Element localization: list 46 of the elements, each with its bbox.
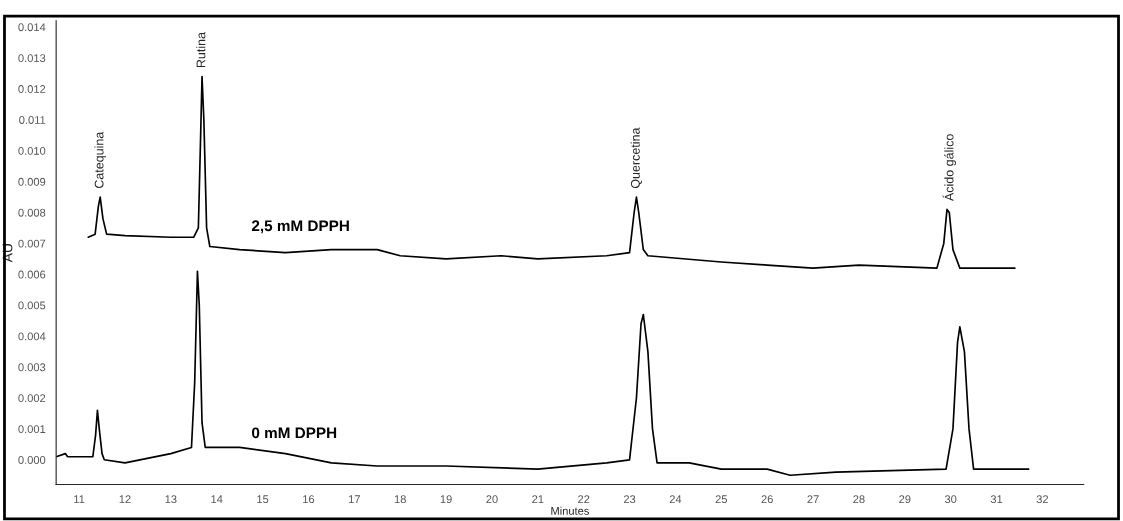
- y-tick-label: 0.008: [18, 208, 46, 217]
- y-tick-label: 0.012: [18, 85, 46, 93]
- x-tick-label: 23: [623, 495, 636, 504]
- x-tick-label: 29: [899, 495, 911, 504]
- x-tick-label: 14: [211, 495, 223, 503]
- line-series: [87, 75, 1016, 269]
- x-tick-label: 25: [715, 495, 728, 504]
- y-tick-label: 0.005: [18, 301, 46, 310]
- y-tick-label: 0.007: [18, 239, 46, 248]
- y-tick-label: 0.010: [18, 146, 46, 155]
- x-tick-label: 13: [165, 495, 177, 504]
- x-tick-label: 28: [853, 495, 865, 504]
- x-tick-label: 18: [394, 495, 406, 504]
- x-axis-title: Minutes: [551, 506, 589, 515]
- annotation: Quercetina: [630, 127, 643, 189]
- x-tick-label: 15: [257, 495, 269, 504]
- x-tick-label: 20: [486, 495, 498, 504]
- y-tick-label: 0.009: [18, 177, 46, 186]
- y-tick-label: 0.013: [18, 54, 46, 63]
- x-tick-label: 12: [119, 495, 131, 503]
- x-tick-label: 22: [578, 495, 590, 503]
- y-tick-label: 0.003: [18, 363, 46, 372]
- x-tick-label: 19: [440, 495, 452, 504]
- x-tick-label: 26: [761, 495, 773, 504]
- annotation: Catequina: [94, 131, 107, 189]
- x-tick-label: 27: [807, 495, 819, 503]
- annotation: Ácido gálico: [942, 134, 957, 202]
- series-label: 0 mM DPPH: [251, 427, 337, 439]
- y-tick-label: 0.002: [18, 394, 46, 403]
- x-tick-label: 24: [669, 495, 682, 503]
- x-tick-label: 30: [944, 495, 957, 504]
- y-tick-label: 0.011: [19, 116, 46, 124]
- x-tick-label: 16: [303, 495, 315, 504]
- y-tick-label: 0.014: [18, 23, 46, 32]
- y-tick-label: 0.004: [18, 332, 46, 341]
- x-tick-label: 32: [1036, 495, 1049, 504]
- x-tick-label: 11: [74, 495, 85, 503]
- y-tick-label: 0.000: [18, 456, 46, 464]
- x-tick-label: 21: [532, 495, 544, 503]
- annotation: Rutina: [196, 32, 206, 68]
- x-tick-label: 17: [348, 495, 360, 503]
- y-tick-label: 0.001: [18, 425, 46, 434]
- x-tick-label: 31: [990, 495, 1003, 504]
- y-tick-label: 0.006: [18, 270, 46, 279]
- series-label: 2,5 mM DPPH: [251, 220, 349, 234]
- line-series: [56, 270, 1030, 477]
